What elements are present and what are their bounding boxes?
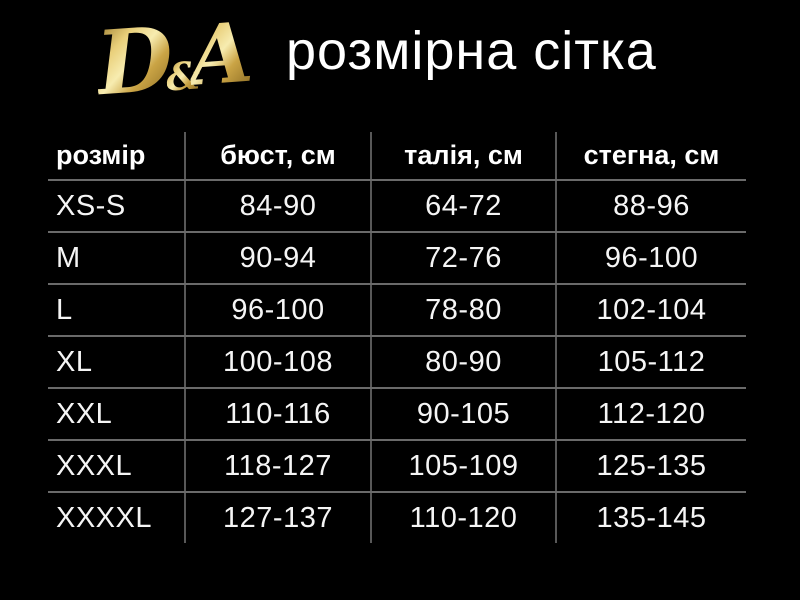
cell-bust: 84-90 xyxy=(185,180,372,233)
cell-bust: 100-108 xyxy=(185,336,372,389)
cell-waist: 110-120 xyxy=(371,492,557,543)
cell-size: XXL xyxy=(48,388,186,441)
cell-hips: 105-112 xyxy=(556,336,746,389)
cell-size: L xyxy=(48,284,186,337)
cell-size: M xyxy=(48,232,186,285)
cell-bust: 110-116 xyxy=(185,388,372,441)
size-table: розмір бюст, см талія, см стегна, см XS-… xyxy=(48,132,746,543)
cell-bust: 96-100 xyxy=(185,284,372,337)
cell-size: XS-S xyxy=(48,180,186,233)
header-cell-waist: талія, см xyxy=(371,132,557,181)
cell-waist: 72-76 xyxy=(371,232,557,285)
table-row: XXL 110-116 90-105 112-120 xyxy=(48,388,746,441)
cell-waist: 80-90 xyxy=(371,336,557,389)
table-row: L 96-100 78-80 102-104 xyxy=(48,284,746,337)
table-header-row: розмір бюст, см талія, см стегна, см xyxy=(48,132,746,181)
page-title: розмірна сітка xyxy=(286,21,657,81)
cell-hips: 88-96 xyxy=(556,180,746,233)
brand-logo: D & A xyxy=(78,0,270,118)
table-row: M 90-94 72-76 96-100 xyxy=(48,232,746,285)
cell-size: XL xyxy=(48,336,186,389)
cell-hips: 96-100 xyxy=(556,232,746,285)
logo-letter-d: D xyxy=(92,6,177,116)
cell-waist: 78-80 xyxy=(371,284,557,337)
cell-hips: 112-120 xyxy=(556,388,746,441)
cell-hips: 102-104 xyxy=(556,284,746,337)
header-cell-size: розмір xyxy=(48,132,186,181)
cell-hips: 125-135 xyxy=(556,440,746,493)
table-row: XXXL 118-127 105-109 125-135 xyxy=(48,440,746,493)
cell-hips: 135-145 xyxy=(596,501,707,534)
header-cell-hips: стегна, см xyxy=(556,132,746,181)
cell-bust: 118-127 xyxy=(185,440,372,493)
table-row: XL 100-108 80-90 105-112 xyxy=(48,336,746,389)
cell-waist: 64-72 xyxy=(371,180,557,233)
cell-waist: 90-105 xyxy=(371,388,557,441)
cell-size: XXXXL xyxy=(48,492,186,543)
cell-bust: 90-94 xyxy=(185,232,372,285)
table-row: XS-S 84-90 64-72 88-96 xyxy=(48,180,746,233)
table-row: XXXXL 127-137 110-120 135-145 xyxy=(48,492,746,543)
header-cell-bust: бюст, см xyxy=(185,132,372,181)
cell-bust: 127-137 xyxy=(185,492,372,543)
cell-waist: 105-109 xyxy=(371,440,557,493)
cell-size: XXXL xyxy=(48,440,186,493)
logo-letter-a: A xyxy=(185,4,256,105)
